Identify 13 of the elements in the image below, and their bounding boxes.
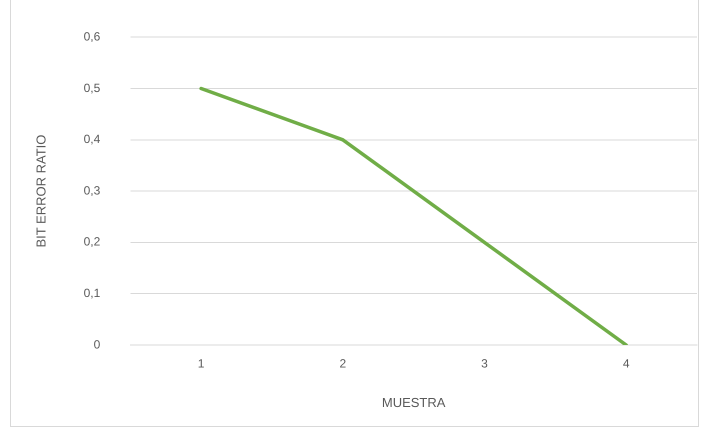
y-tick-label: 0,1: [84, 286, 101, 300]
x-axis-title: MUESTRA: [382, 394, 446, 410]
x-tick-label: 3: [481, 356, 488, 371]
y-tick-label: 0,6: [84, 30, 101, 44]
y-tick-label: 0,2: [84, 234, 101, 249]
x-tick-label: 2: [339, 356, 346, 371]
y-tick-label: 0,5: [84, 80, 101, 95]
y-tick-label: 0,4: [84, 132, 101, 146]
x-tick-label: 1: [198, 356, 205, 371]
y-tick-label: 0: [94, 337, 101, 352]
y-tick-label: 0,3: [84, 183, 101, 198]
y-axis-title: BIT ERROR RATIO: [33, 134, 48, 248]
x-tick-label: 4: [622, 356, 630, 371]
